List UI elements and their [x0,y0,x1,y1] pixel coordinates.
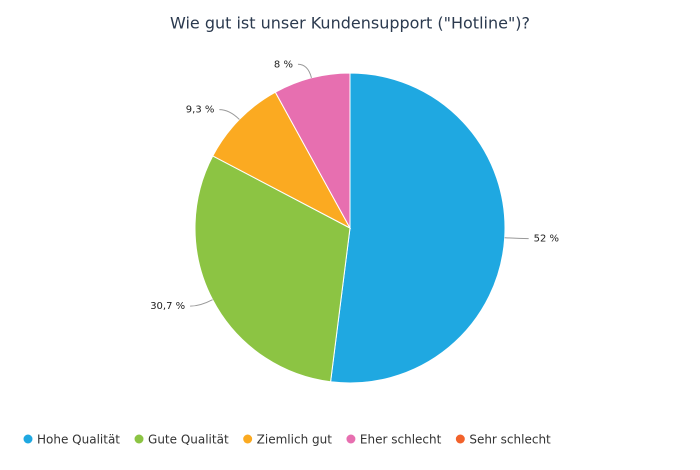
data-label: 30,7 % [150,301,185,312]
data-label: 52 % [534,234,559,245]
chart-title: Wie gut ist unser Kundensupport ("Hotlin… [170,14,530,33]
leader-line [297,63,312,78]
leader-line [190,299,213,307]
legend-marker [346,434,356,444]
legend-label: Ziemlich gut [257,433,333,447]
legend-label: Hohe Qualität [37,433,120,447]
legend-marker [23,434,33,444]
legend-label: Sehr schlecht [469,433,551,447]
pie-slice [212,91,352,230]
legend-marker [243,434,253,444]
legend-marker [455,434,465,444]
legend-marker [134,434,144,444]
legend-label: Gute Qualität [148,433,229,447]
leader-line [504,237,529,240]
leader-line [219,109,240,120]
data-label: 8 % [274,59,293,70]
pie-slice [194,155,351,383]
pie-slice [330,72,506,384]
data-label: 9,3 % [186,105,215,116]
legend-label: Eher schlecht [360,433,442,447]
